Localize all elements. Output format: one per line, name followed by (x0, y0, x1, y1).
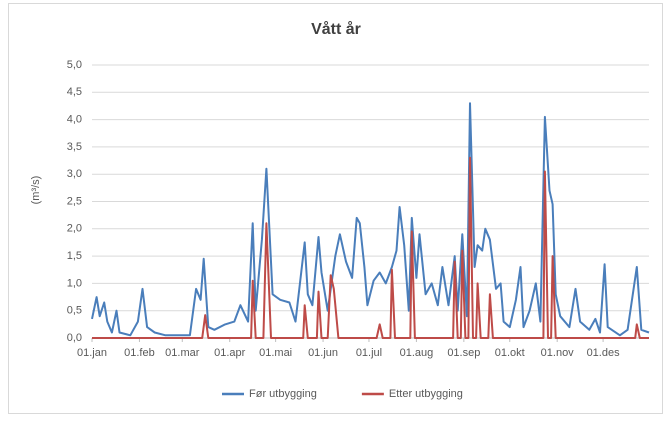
series-line (92, 156, 649, 339)
x-tick-label: 01.apr (214, 347, 246, 359)
x-tick-label: 01.feb (124, 347, 155, 359)
x-tick-label: 01.jan (77, 347, 107, 359)
x-tick-label: 01.mai (259, 347, 292, 359)
x-tick-label: 01.nov (541, 347, 575, 359)
series-line (91, 102, 650, 337)
x-tick-label: 01.sep (447, 347, 480, 359)
y-tick-label: 3,5 (67, 141, 82, 153)
y-tick-label: 5,0 (67, 59, 82, 71)
chart-title: Vått år (311, 20, 361, 38)
x-tick-label: 01.des (587, 347, 621, 359)
y-tick-label: 3,0 (67, 168, 82, 180)
y-tick-label: 4,0 (67, 114, 82, 126)
legend-label: Før utbygging (249, 388, 317, 400)
y-tick-label: 1,0 (67, 277, 82, 289)
x-tick-label: 01.aug (400, 347, 434, 359)
x-tick-label: 01.okt (495, 347, 525, 359)
y-tick-label: 2,0 (67, 223, 82, 235)
y-tick-label: 4,5 (67, 86, 82, 98)
legend-label: Etter utbygging (389, 388, 463, 400)
x-tick-label: 01.jul (356, 347, 382, 359)
y-tick-label: 0,5 (67, 305, 82, 317)
x-tick-label: 01.mar (165, 347, 200, 359)
y-axis-label: (m³/s) (30, 176, 42, 205)
y-tick-label: 2,5 (67, 195, 82, 207)
y-tick-label: 1,5 (67, 250, 82, 262)
y-tick-label: 0,0 (67, 332, 82, 344)
x-tick-label: 01.jun (308, 347, 338, 359)
